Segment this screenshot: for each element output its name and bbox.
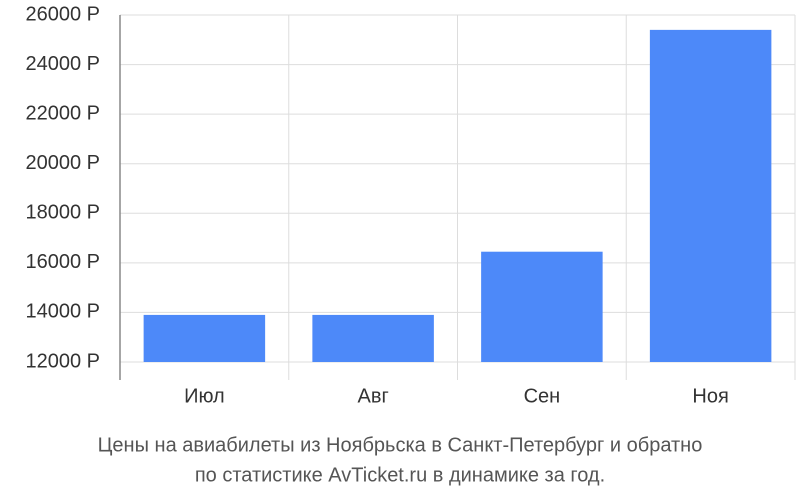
bar — [143, 314, 266, 362]
y-tick-label: 18000 Р — [25, 202, 100, 224]
y-tick-label: 16000 Р — [25, 251, 100, 273]
x-tick-label: Сен — [524, 385, 561, 407]
y-tick-label: 20000 Р — [25, 152, 100, 174]
bar — [649, 29, 772, 362]
x-tick-label: Июл — [184, 385, 225, 407]
y-tick-label: 26000 Р — [25, 3, 100, 25]
bar — [312, 314, 434, 362]
bar — [481, 251, 603, 362]
caption: Цены на авиабилеты из Ноябрьска в Санкт-… — [98, 434, 703, 456]
caption: по статистике AvTicket.ru в динамике за … — [195, 464, 605, 486]
y-tick-label: 22000 Р — [25, 102, 100, 124]
x-tick-label: Авг — [357, 385, 388, 407]
y-tick-label: 24000 Р — [25, 53, 100, 75]
x-tick-label: Ноя — [692, 385, 728, 407]
y-tick-label: 14000 Р — [25, 301, 100, 323]
y-tick-label: 12000 Р — [25, 350, 100, 372]
